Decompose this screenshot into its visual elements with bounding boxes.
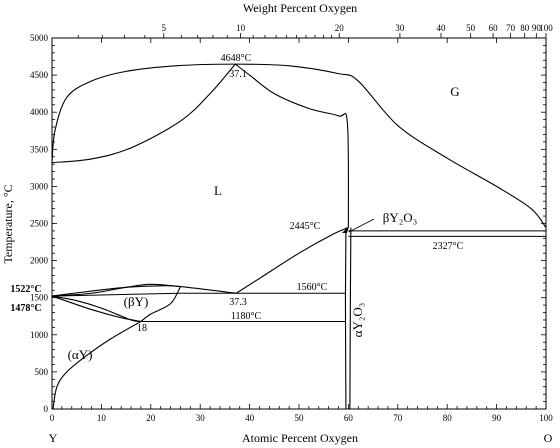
label-1180c: 1180°C [231,311,262,322]
x-tick-label: 100 [539,413,553,423]
region-liquid: L [214,183,222,198]
x-tick-label: 70 [393,413,403,423]
curve-gas-boundary [51,63,547,228]
y-tick-label: 4000 [30,107,49,117]
y-tick-label: 3500 [30,144,49,154]
wt-tick-label: 30 [395,23,405,33]
endpoint-o-label: O [544,431,553,445]
wt-tick-label: 5 [162,23,167,33]
y-tick-label: 1500 [30,293,49,303]
beta-y2o3-pointer-line [348,218,375,233]
wt-tick-label: 50 [466,23,476,33]
label-1522c: 1522°C [10,284,41,295]
y-tick-label: 2500 [30,219,49,229]
x-tick-label: 60 [344,413,354,423]
region-alpha-y: (αY) [68,347,93,362]
label-1478c: 1478°C [10,303,41,314]
x-tick-label: 40 [245,413,255,423]
region-beta-y: (βY) [124,294,149,309]
y-axis-title: Temperature, °C [1,184,15,263]
x-tick-label: 30 [196,413,206,423]
y-tick-label: 4500 [30,70,49,80]
wt-tick-label: 20 [335,23,345,33]
isotherm-lines [51,230,547,322]
region-gas: G [450,84,459,99]
curve-liquidus-upper-left [51,63,236,164]
y-tick-label: 3000 [30,181,49,191]
label-1560c: 1560°C [297,282,328,293]
curve-beta-y-right [140,286,181,322]
label-37-3: 37.3 [229,297,247,308]
y-tick-label: 500 [35,367,49,377]
x-axis-title: Atomic Percent Oxygen [242,431,358,445]
tie-line-1522 [51,292,181,297]
curve-liquidus-upper-right [234,63,350,228]
y-tick-label: 1000 [30,330,49,340]
curve-alpha-y-lower [52,320,142,410]
label-2445c: 2445°C [290,221,321,232]
label-4648c: 4648°C [221,53,252,64]
x-tick-label: 90 [492,413,502,423]
curve-y2o3-right [349,227,352,410]
x-tick-label: 0 [50,413,55,423]
wt-tick-label: 40 [436,23,446,33]
endpoint-y-label: Y [49,431,58,445]
region-beta-y2o3: βY₂O₃ [383,210,417,225]
label-37-1: 37.1 [229,69,247,80]
top-axis-title: Weight Percent Oxygen [243,1,357,15]
curve-liquidus-metal [51,285,237,297]
y-tick-label: 0 [44,404,49,414]
x-tick-label: 50 [295,413,305,423]
wt-tick-label: 60 [489,23,499,33]
phase-boundaries [51,63,547,410]
label-18: 18 [137,323,147,334]
x-tick-label: 20 [146,413,156,423]
y-tick-label: 2000 [30,256,49,266]
curve-liquidus-oxide [235,227,349,294]
x-tick-label: 80 [443,413,453,423]
wt-tick-label: 10 [236,23,246,33]
region-alpha-y2o3: αY₂O₃ [350,303,365,338]
x-tick-label: 10 [97,413,107,423]
curve-alpha-y-solvus [51,295,141,323]
y-tick-label: 5000 [30,33,49,43]
wt-tick-label: 70 [506,23,516,33]
axis-ticks: 0 10 20 30 40 50 60 70 80 90 100050010001500200025… [30,23,553,423]
beta-y2o3-pointer-arrowhead [342,226,349,233]
wt-tick-label: 100 [539,23,553,33]
curve-beta-y-liquidus [51,283,181,297]
wt-tick-label: 80 [520,23,530,33]
label-2327c: 2327°C [433,241,464,252]
wt-tick-label: 90 [532,23,542,33]
